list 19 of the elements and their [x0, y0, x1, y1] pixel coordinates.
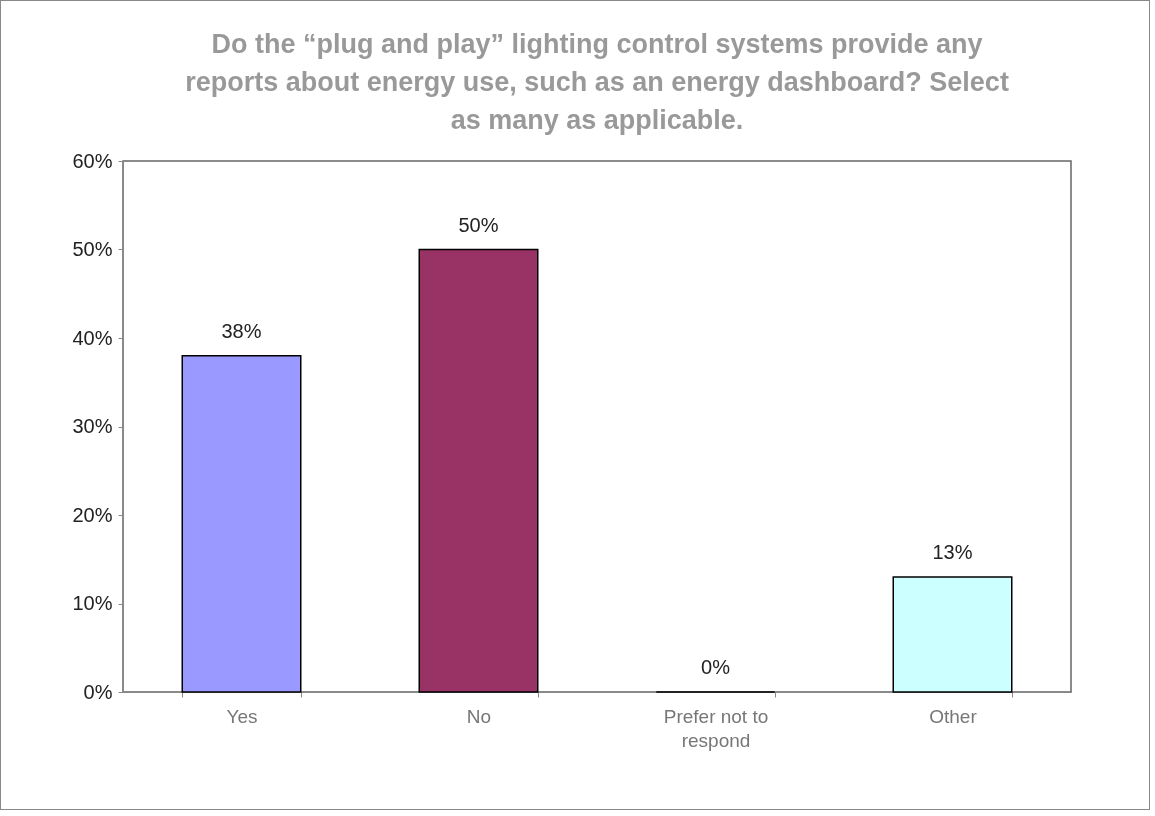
y-tick-label: 20%: [72, 503, 113, 526]
bar: [892, 576, 1013, 693]
chart-title: Do the “plug and play” lighting control systems provide any reports about energy use, such as an energy dashboard? Select as many as applicable.: [185, 29, 1009, 135]
data-label: 0%: [701, 656, 731, 678]
x-tick-label: Yes: [226, 705, 258, 727]
x-tick-label: Prefer not to respond: [663, 705, 769, 751]
y-tick-label: 40%: [72, 326, 113, 349]
y-tick-label: 50%: [72, 238, 113, 260]
y-tick-label: 10%: [72, 592, 113, 614]
bar: [181, 354, 302, 693]
y-tick-label: 0%: [83, 680, 113, 703]
y-tick-label: 60%: [72, 149, 113, 172]
data-label: 38%: [221, 319, 262, 342]
x-tick-label: Other: [929, 705, 978, 727]
y-tick-label: 30%: [72, 415, 113, 437]
x-tick-label: No: [466, 705, 492, 727]
data-label: 50%: [458, 213, 499, 236]
bar: [418, 248, 539, 693]
data-label: 13%: [932, 540, 973, 563]
